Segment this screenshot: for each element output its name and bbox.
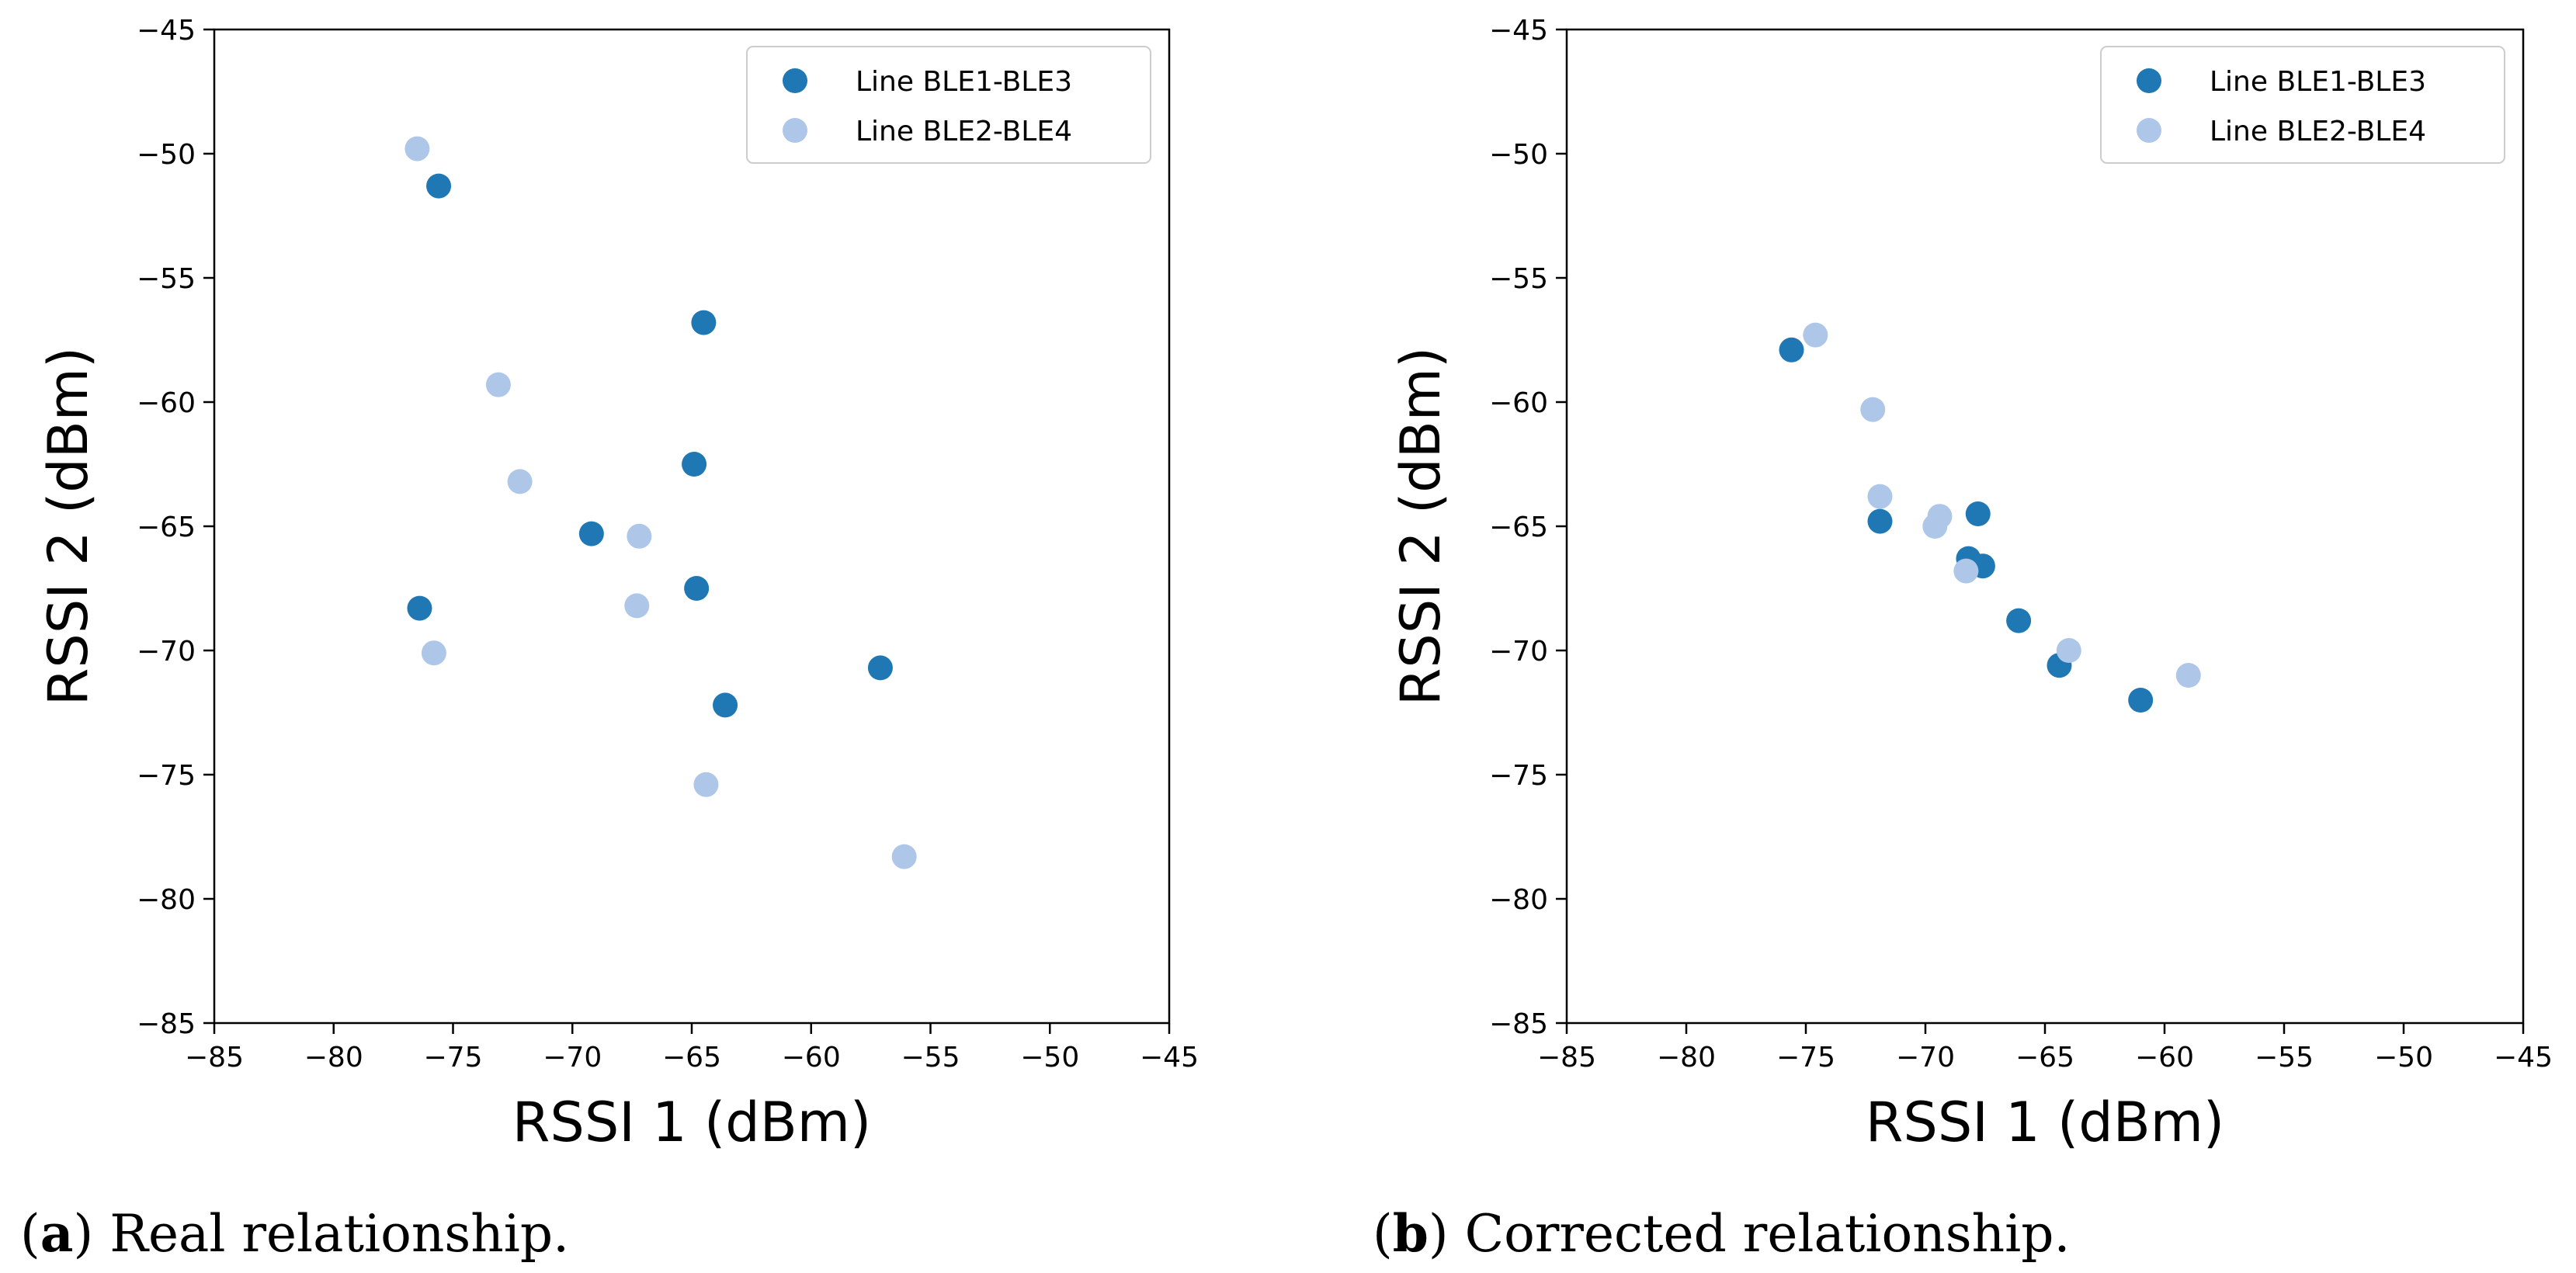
data-point-ble1-ble3 [691, 310, 717, 335]
data-point-ble1-ble3 [578, 521, 604, 546]
caption-text: Real relationship. [109, 1204, 569, 1264]
data-point-ble1-ble3 [2006, 608, 2032, 633]
y-tick-label: −60 [137, 387, 196, 419]
x-tick-label: −55 [2255, 1042, 2314, 1074]
caption-paren: ( [1373, 1204, 1393, 1264]
data-point-ble2-ble4 [2056, 638, 2081, 663]
data-point-ble2-ble4 [404, 136, 430, 161]
panel-letter: a [40, 1203, 74, 1264]
panel-b: −85 −80 −75 −70 −65 −60 −55 −50 −45 −85 −80 −75 −70 −… [1373, 15, 2553, 1264]
caption-paren: ) [1429, 1204, 1465, 1264]
y-tick-label: −85 [1489, 1008, 1548, 1040]
y-tick-label: −75 [1489, 760, 1548, 792]
x-tick-label: −60 [2135, 1042, 2194, 1074]
panel-caption: (b) Corrected relationship. [1373, 1203, 2070, 1264]
data-point-ble2-ble4 [624, 593, 650, 619]
legend-marker [2137, 118, 2161, 143]
legend-label: Line BLE2-BLE4 [2210, 116, 2426, 147]
x-tick-label: −50 [2374, 1042, 2433, 1074]
legend: Line BLE1-BLE3 Line BLE2-BLE4 [746, 46, 1151, 164]
y-tick-label: −80 [1489, 884, 1548, 916]
legend-marker [783, 68, 807, 93]
data-point-ble1-ble3 [684, 576, 710, 601]
data-point-ble2-ble4 [627, 523, 652, 549]
data-point-ble1-ble3 [682, 452, 707, 477]
legend: Line BLE1-BLE3 Line BLE2-BLE4 [2100, 46, 2505, 164]
panel-a: −85 −80 −75 −70 −65 −60 −55 −50 −45 −85 −80 −75 −70 −… [20, 15, 1199, 1264]
data-point-ble1-ble3 [407, 595, 432, 621]
x-tick-label: −65 [2015, 1042, 2074, 1074]
data-point-ble1-ble3 [1867, 508, 1893, 534]
y-tick-label: −45 [137, 15, 196, 47]
x-tick-label: −75 [424, 1042, 483, 1074]
y-tick-label: −50 [1489, 139, 1548, 171]
y-tick-label: −70 [137, 636, 196, 668]
x-tick-label: −80 [304, 1042, 363, 1074]
data-point-ble2-ble4 [1803, 322, 1828, 348]
y-tick-label: −85 [137, 1008, 196, 1040]
data-point-ble1-ble3 [1779, 337, 1804, 362]
y-tick-label: −55 [1489, 263, 1548, 295]
y-tick-label: −45 [1489, 15, 1548, 47]
x-tick-label: −60 [782, 1042, 841, 1074]
legend-label: Line BLE1-BLE3 [2210, 66, 2426, 98]
data-point-ble2-ble4 [1860, 397, 1886, 422]
data-point-ble1-ble3 [426, 173, 452, 199]
x-axis-label: RSSI 1 (dBm) [1866, 1091, 2224, 1154]
x-tick-label: −45 [2494, 1042, 2553, 1074]
y-axis-label: RSSI 2 (dBm) [36, 347, 100, 706]
plot-frame [1565, 28, 2525, 1025]
data-point-ble2-ble4 [2175, 663, 2201, 688]
x-tick-label: −45 [1140, 1042, 1199, 1074]
legend-label: Line BLE1-BLE3 [856, 66, 1072, 98]
legend-box [2100, 46, 2505, 164]
x-tick-label: −55 [901, 1042, 960, 1074]
x-tick-label: −75 [1776, 1042, 1835, 1074]
panel-caption: (a) Real relationship. [20, 1203, 569, 1264]
legend-box [746, 46, 1151, 164]
legend-marker [2137, 68, 2161, 93]
caption-paren: ) [74, 1204, 110, 1264]
panel-letter: b [1393, 1203, 1429, 1264]
legend-marker [783, 118, 807, 143]
data-point-ble2-ble4 [1953, 558, 1979, 584]
x-tick-label: −80 [1657, 1042, 1716, 1074]
y-tick-label: −50 [137, 139, 196, 171]
y-tick-label: −60 [1489, 387, 1548, 419]
data-point-ble2-ble4 [507, 469, 533, 494]
x-tick-label: −85 [185, 1042, 244, 1074]
y-tick-label: −75 [137, 760, 196, 792]
x-tick-label: −50 [1020, 1042, 1079, 1074]
data-point-ble2-ble4 [1922, 514, 1948, 539]
data-point-ble2-ble4 [485, 372, 511, 397]
x-axis-label: RSSI 1 (dBm) [512, 1091, 871, 1154]
y-tick-label: −65 [137, 512, 196, 543]
data-point-ble2-ble4 [891, 844, 917, 869]
data-point-ble1-ble3 [867, 655, 893, 681]
data-point-ble1-ble3 [1965, 501, 1991, 526]
y-tick-label: −80 [137, 884, 196, 916]
data-point-ble2-ble4 [693, 772, 719, 797]
caption-text: Corrected relationship. [1465, 1204, 2071, 1264]
data-point-ble1-ble3 [713, 692, 738, 718]
plot-frame [213, 28, 1171, 1025]
y-tick-label: −55 [137, 263, 196, 295]
y-tick-label: −70 [1489, 636, 1548, 668]
x-tick-label: −85 [1537, 1042, 1596, 1074]
data-point-ble2-ble4 [1867, 484, 1893, 509]
x-tick-label: −70 [543, 1042, 602, 1074]
x-tick-label: −70 [1896, 1042, 1955, 1074]
x-tick-label: −65 [662, 1042, 721, 1074]
legend-label: Line BLE2-BLE4 [856, 116, 1072, 147]
y-axis-label: RSSI 2 (dBm) [1389, 347, 1453, 706]
data-point-ble2-ble4 [421, 640, 446, 666]
caption-paren: ( [20, 1204, 40, 1264]
y-tick-label: −65 [1489, 512, 1548, 543]
data-point-ble1-ble3 [2128, 688, 2154, 713]
